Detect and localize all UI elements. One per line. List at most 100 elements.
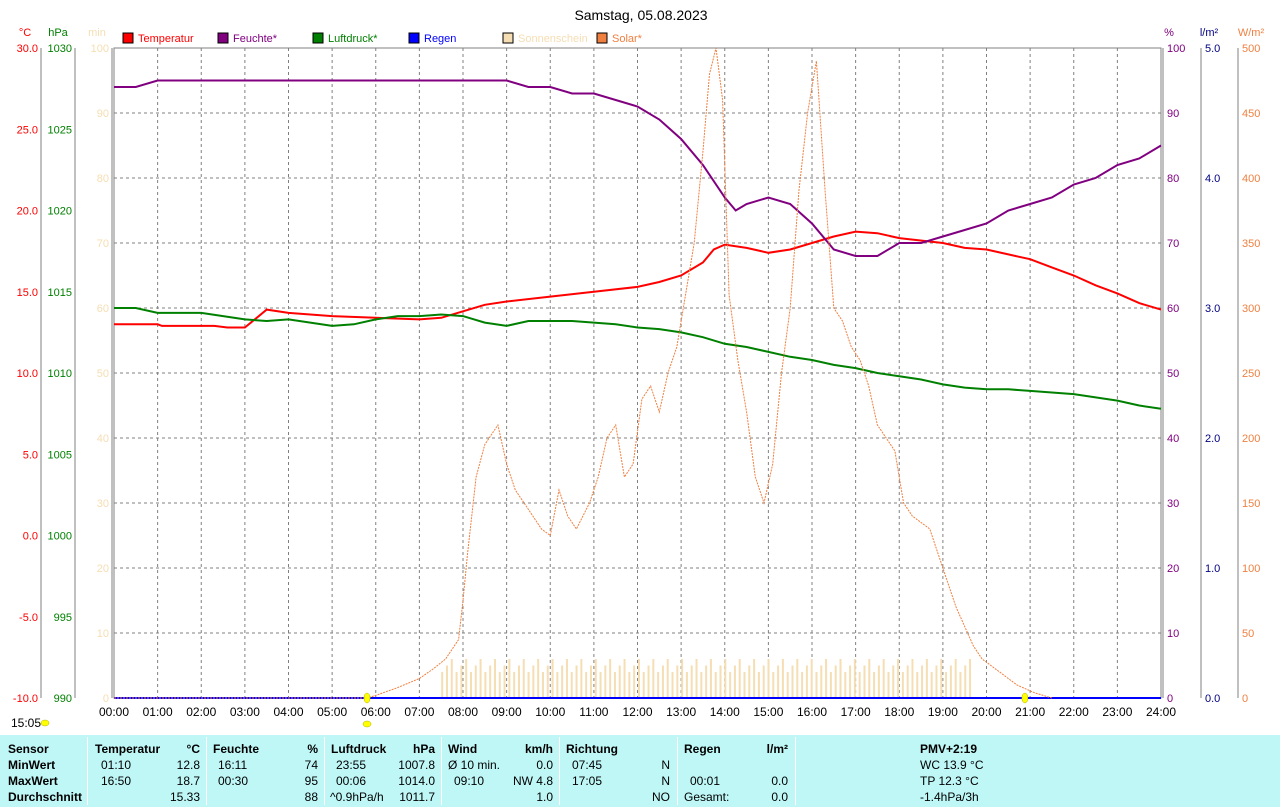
sunshine-tick-label: 80 <box>97 173 109 185</box>
sunrise-marker-icon <box>363 692 371 704</box>
solar-tick-label: 250 <box>1242 368 1260 380</box>
humidity-tick-label: 100 <box>1167 43 1185 55</box>
durchschnitt-label: Durchschnitt <box>8 790 83 804</box>
sunshine-bar <box>719 665 722 698</box>
sunshine-bar <box>849 665 852 698</box>
richtung-header: Richtung <box>566 742 618 756</box>
legend-swatch <box>312 32 324 44</box>
sunshine-bar <box>503 665 506 698</box>
sunshine-bar <box>594 659 597 698</box>
rain-tick-label: 0.0 <box>1205 693 1220 705</box>
sunshine-bar <box>479 659 482 698</box>
luftdruck-max-time: 00:06 <box>336 774 367 788</box>
humidity-tick-label: 90 <box>1167 108 1179 120</box>
x-tick-label: 16:00 <box>797 705 827 719</box>
sunshine-bar <box>945 672 948 698</box>
sunshine-bar <box>839 659 842 698</box>
sunshine-bar <box>465 659 468 698</box>
humidity-tick-label: 60 <box>1167 303 1179 315</box>
sunshine-bar <box>647 665 650 698</box>
rain-unit-label: l/m² <box>1200 27 1219 39</box>
sunshine-bar <box>820 665 823 698</box>
feuchte-header: Feuchte <box>213 742 260 756</box>
humidity-tick-label: 10 <box>1167 628 1179 640</box>
wind-avg-value: 1.0 <box>536 790 553 804</box>
legend-label: Regen <box>424 33 456 45</box>
sunshine-bar <box>517 665 520 698</box>
sunshine-bar <box>522 659 525 698</box>
sunshine-bar <box>570 672 573 698</box>
rain-tick-label: 1.0 <box>1205 563 1220 575</box>
wind-min-value: 0.0 <box>536 758 553 772</box>
sunshine-tick-label: 50 <box>97 368 109 380</box>
richtung-avg-value: NO <box>652 790 670 804</box>
sunshine-bar <box>532 665 535 698</box>
temp-tick-label: 25.0 <box>17 124 38 136</box>
x-tick-label: 02:00 <box>186 705 216 719</box>
luftdruck-trend: ^0.9hPa/h <box>330 790 384 804</box>
humidity-tick-label: 50 <box>1167 368 1179 380</box>
sunshine-bar <box>825 659 828 698</box>
sunshine-tick-label: 90 <box>97 108 109 120</box>
sunshine-tick-label: 60 <box>97 303 109 315</box>
sunshine-bar <box>959 672 962 698</box>
feuchte-unit: % <box>307 742 318 756</box>
sunshine-bar <box>618 665 621 698</box>
sunshine-bar <box>777 665 780 698</box>
legend-swatch <box>502 32 514 44</box>
x-tick-label: 11:00 <box>579 705 608 719</box>
sunshine-bar <box>489 665 492 698</box>
sunshine-bar <box>585 672 588 698</box>
luftdruck-header: Luftdruck <box>331 742 387 756</box>
richtung-max-time: 17:05 <box>572 774 603 788</box>
legend-swatch <box>408 32 420 44</box>
luftdruck-min-time: 23:55 <box>336 758 367 772</box>
regen-gesamt-label: Gesamt: <box>684 790 730 804</box>
rain-tick-label: 5.0 <box>1205 43 1220 55</box>
temperatur-max-time: 16:50 <box>101 774 132 788</box>
sunshine-bar <box>791 665 794 698</box>
sunshine-bar <box>599 672 602 698</box>
x-tick-label: 17:00 <box>841 705 871 719</box>
feuchte-max-time: 00:30 <box>218 774 249 788</box>
sunshine-bar <box>513 672 516 698</box>
sunshine-bar <box>642 672 645 698</box>
pressure-tick-label: 1020 <box>48 206 72 218</box>
humidity-tick-label: 80 <box>1167 173 1179 185</box>
sunshine-bar <box>729 672 732 698</box>
sunshine-bar <box>709 659 712 698</box>
legend-label: Temperatur <box>138 33 194 45</box>
temperatur-unit: °C <box>186 742 200 756</box>
sunshine-bar <box>527 672 530 698</box>
sunshine-bar <box>671 672 674 698</box>
solar-tick-label: 500 <box>1242 43 1260 55</box>
pressure-tick-label: 1015 <box>48 287 72 299</box>
sunshine-tick-label: 30 <box>97 498 109 510</box>
sunshine-bar <box>474 665 477 698</box>
humidity-tick-label: 30 <box>1167 498 1179 510</box>
axes: 30.025.020.015.010.05.00.0-5.0-10.010301… <box>13 43 1260 719</box>
sunshine-bar <box>460 665 463 698</box>
sunset-marker-icon <box>1021 692 1029 704</box>
feuchte-min-value: 74 <box>304 758 318 772</box>
feuchte-max-value: 95 <box>304 774 318 788</box>
solar-tick-label: 350 <box>1242 238 1260 250</box>
sunshine-bar <box>940 659 943 698</box>
sunshine-bar <box>829 672 832 698</box>
wind-avg10-label: Ø 10 min. <box>448 758 501 772</box>
temp-tick-label: 0.0 <box>23 531 38 543</box>
regen-max-value: 0.0 <box>771 774 788 788</box>
sunshine-bar <box>892 665 895 698</box>
sunshine-bar <box>964 665 967 698</box>
sunshine-bar <box>935 665 938 698</box>
x-tick-label: 05:00 <box>317 705 347 719</box>
sunshine-bar <box>690 665 693 698</box>
temperatur-min-value: 12.8 <box>176 758 200 772</box>
sunshine-bar <box>805 665 808 698</box>
temp-tick-label: -10.0 <box>13 693 38 705</box>
sunshine-bar <box>604 665 607 698</box>
chart-legend: Temperatur Feuchte* Luftdruck* Regen Sonnens… <box>122 32 643 45</box>
sunshine-bar <box>445 665 448 698</box>
sunshine-bar <box>541 672 544 698</box>
chart-title: Samstag, 05.08.2023 <box>574 7 707 23</box>
